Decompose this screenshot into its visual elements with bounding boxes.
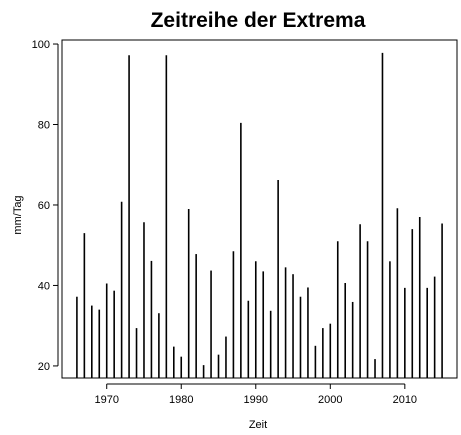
x-axis: 1970 1980 1990 2000 2010	[94, 383, 417, 406]
y-tick-label: 100	[32, 39, 50, 51]
y-tick-label: 60	[38, 200, 50, 212]
plot-frame	[61, 39, 458, 379]
chart-title: Zeitreihe der Extrema	[151, 9, 366, 32]
y-axis: 20 40 60 80 100	[32, 39, 59, 373]
bars	[76, 52, 443, 378]
y-tick-label: 20	[38, 361, 50, 373]
x-tick-label: 1990	[244, 394, 268, 406]
y-axis-label: mm/Tag	[12, 195, 24, 234]
x-tick-label: 1980	[169, 394, 193, 406]
y-tick-label: 80	[38, 120, 50, 132]
x-tick-label: 1970	[94, 394, 118, 406]
y-tick-label: 40	[38, 280, 50, 292]
x-tick-label: 2010	[393, 394, 417, 406]
x-tick-label: 2000	[318, 394, 342, 406]
x-axis-label: Zeit	[249, 419, 267, 431]
